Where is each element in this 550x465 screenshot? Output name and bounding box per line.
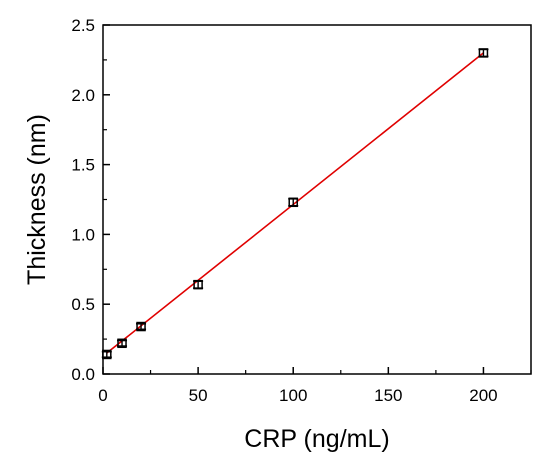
- data-point: [136, 321, 147, 332]
- x-tick-label: 0: [98, 386, 107, 405]
- data-point: [117, 338, 128, 349]
- marker-square: [193, 279, 203, 290]
- marker-square: [288, 197, 298, 208]
- x-tick-label: 100: [279, 386, 307, 405]
- x-tick-label: 200: [469, 386, 497, 405]
- data-point: [478, 48, 489, 58]
- y-tick-label: 2.0: [71, 86, 95, 105]
- plot-frame: [102, 24, 532, 375]
- fit-line-group: [106, 52, 484, 354]
- x-tick-label: 150: [374, 386, 402, 405]
- y-tick-label: 2.5: [71, 16, 95, 35]
- y-tick-label: 0.0: [71, 365, 95, 384]
- x-tick-label: 50: [189, 386, 208, 405]
- y-axis-title: Thickness (nm): [23, 114, 51, 285]
- marker-square: [136, 321, 146, 332]
- marker-square: [102, 349, 112, 360]
- marker-square: [117, 338, 127, 349]
- data-point: [101, 349, 112, 360]
- data-point: [193, 279, 204, 290]
- fit-line: [106, 52, 484, 354]
- x-axis-title: CRP (ng/mL): [244, 425, 389, 453]
- data-point: [288, 197, 299, 208]
- y-tick-label: 0.5: [71, 295, 95, 314]
- y-tick-label: 1.0: [71, 225, 95, 244]
- marker-square: [478, 48, 489, 58]
- y-axis: 0.0 0.5 1.0 1.5 2.0 2.5: [71, 16, 110, 384]
- y-tick-label: 1.5: [71, 156, 95, 175]
- data-points: [101, 48, 489, 360]
- x-axis: 0 50 100 150 200: [98, 367, 532, 405]
